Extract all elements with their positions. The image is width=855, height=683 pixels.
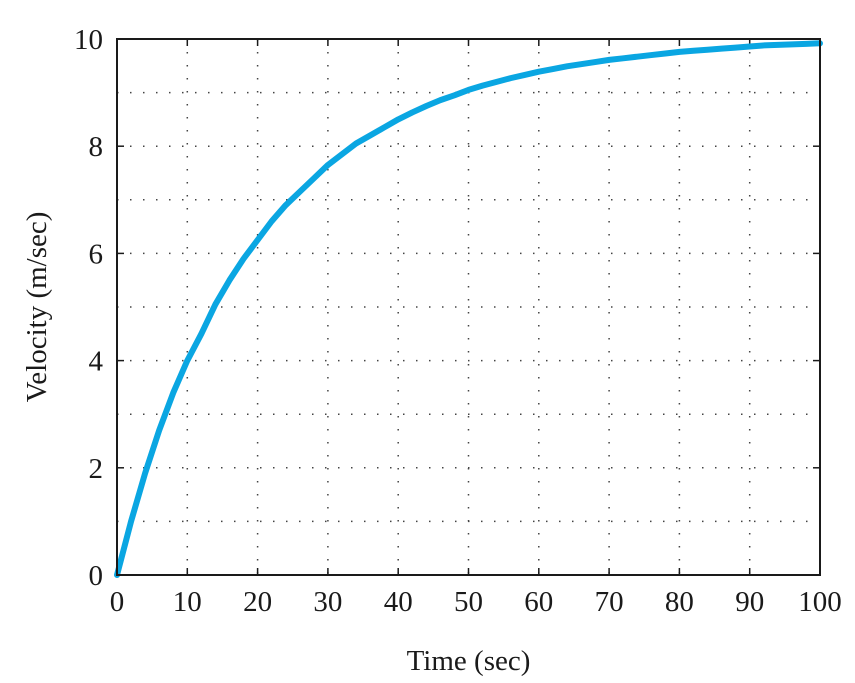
x-tick-label: 40 (384, 586, 413, 618)
y-axis-title: Velocity (m/sec) (21, 212, 53, 403)
series-line (114, 40, 823, 578)
x-tick-label: 10 (173, 586, 202, 618)
y-tick-label: 6 (89, 238, 104, 270)
axis-ticks (116, 38, 821, 576)
y-tick-labels: 0 2 4 6 8 10 (74, 24, 104, 592)
x-tick-label: 90 (735, 586, 764, 618)
x-tick-label: 80 (665, 586, 694, 618)
plot-frame (116, 38, 821, 576)
grid (117, 39, 820, 575)
x-axis-title: Time (sec) (407, 645, 531, 677)
x-tick-label: 0 (110, 586, 125, 618)
y-tick-label: 8 (89, 131, 104, 163)
y-tick-label: 4 (89, 346, 104, 378)
x-tick-label: 30 (313, 586, 342, 618)
series-layer (114, 40, 823, 578)
x-tick-label: 100 (798, 586, 842, 618)
y-tick-label: 0 (89, 560, 104, 592)
x-tick-label: 50 (454, 586, 483, 618)
x-tick-labels: 0 10 20 30 40 50 60 70 80 90 100 (110, 586, 842, 618)
y-tick-label: 2 (89, 453, 104, 485)
y-tick-label: 10 (74, 24, 103, 56)
x-tick-label: 20 (243, 586, 272, 618)
x-tick-label: 70 (595, 586, 624, 618)
x-tick-label: 60 (524, 586, 553, 618)
